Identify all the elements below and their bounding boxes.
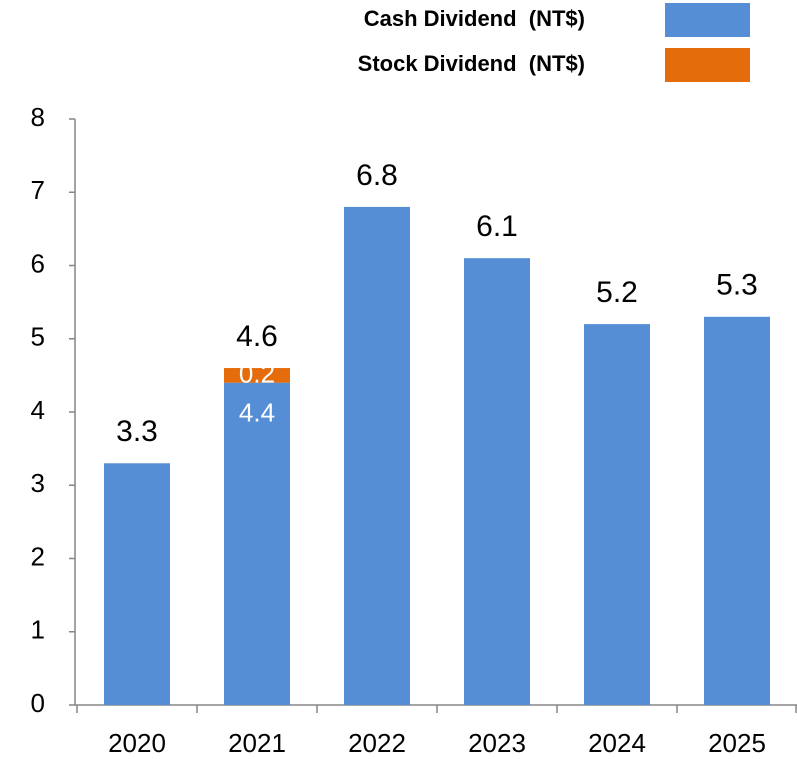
y-tick-label: 4 — [31, 395, 45, 425]
legend-label: Cash Dividend (NT$) — [364, 6, 585, 31]
segment-label: 0.2 — [239, 358, 275, 388]
segment-label: 4.4 — [239, 398, 275, 428]
bar-segment — [224, 368, 290, 383]
y-tick-label: 2 — [31, 541, 45, 571]
x-tick-label: 2020 — [108, 728, 166, 758]
y-tick-label: 8 — [31, 102, 45, 132]
y-tick-label: 6 — [31, 248, 45, 278]
x-tick-label: 2025 — [708, 728, 766, 758]
legend-swatch — [665, 48, 750, 82]
bar-segment — [344, 206, 410, 705]
total-label: 4.6 — [236, 320, 278, 353]
x-tick-label: 2022 — [348, 728, 406, 758]
bar-segment — [704, 316, 770, 705]
x-tick-label: 2024 — [588, 728, 646, 758]
total-label: 3.3 — [116, 415, 158, 448]
y-tick-label: 5 — [31, 322, 45, 352]
x-tick-label: 2023 — [468, 728, 526, 758]
bar-segment — [104, 463, 170, 705]
bar-segment — [584, 324, 650, 705]
total-label: 6.8 — [356, 159, 398, 192]
legend-label: Stock Dividend (NT$) — [358, 51, 585, 76]
bar-segment — [464, 258, 530, 705]
total-label: 5.3 — [716, 269, 758, 302]
y-tick-label: 0 — [31, 688, 45, 718]
total-label: 5.2 — [596, 276, 638, 309]
bar-segment — [224, 382, 290, 705]
y-tick-label: 7 — [31, 175, 45, 205]
x-tick-label: 2021 — [228, 728, 286, 758]
y-tick-label: 3 — [31, 468, 45, 498]
y-tick-label: 1 — [31, 615, 45, 645]
total-label: 6.1 — [476, 210, 518, 243]
legend-swatch — [665, 3, 750, 37]
